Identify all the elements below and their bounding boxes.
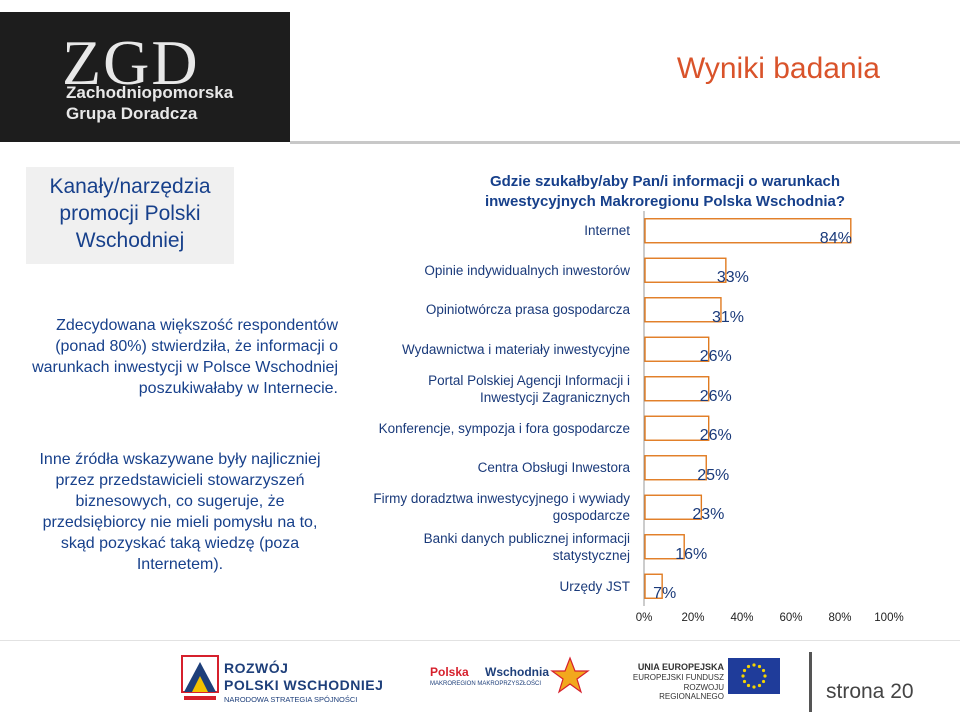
logo-mark: ZGD — [62, 27, 200, 98]
category-label-9: Urzędy JST — [559, 578, 630, 594]
x-tick-label-3: 60% — [779, 612, 803, 624]
logo-text-line1: Zachodniopomorska — [66, 83, 234, 102]
eu-logo-line1: UNIA EUROPEJSKA — [637, 662, 724, 672]
rozwoj-logo-line3: NARODOWA STRATEGIA SPÓJNOŚCI — [224, 695, 358, 704]
value-label-2: 31% — [711, 308, 744, 326]
bar-4 — [644, 376, 710, 402]
logo-text-line2: Grupa Doradcza — [66, 104, 198, 123]
rozwoj-emblem-icon — [181, 655, 219, 700]
polska-wschodnia-sub: MAKROREGION MAKROPRZYSZŁOŚCI — [430, 681, 542, 687]
eu-logo-line3: ROZWOJU REGIONALNEGO — [659, 683, 724, 701]
bar-2 — [644, 297, 722, 323]
rozwoj-logo-line1: ROZWÓJ — [224, 660, 289, 676]
value-label-9: 7% — [653, 585, 677, 603]
polska-wschodnia-star-icon — [550, 656, 590, 694]
category-label-8: Banki danych publicznej informacji staty… — [423, 530, 630, 563]
finding-paragraph-1: Zdecydowana większość respondentów (pona… — [32, 317, 338, 397]
bar-0 — [644, 218, 852, 244]
finding-paragraph-2: Inne źródła wskazywane były najliczniej … — [39, 451, 321, 573]
rozwoj-logo-line2: POLSKI WSCHODNIEJ — [224, 677, 384, 693]
chart-title: Gdzie szukałby/aby Pan/i informacji o wa… — [484, 173, 846, 210]
value-label-7: 23% — [692, 506, 725, 524]
value-label-4: 26% — [699, 387, 732, 405]
value-label-6: 25% — [697, 466, 730, 484]
value-label-3: 26% — [699, 348, 732, 366]
bar-9 — [644, 573, 663, 599]
eu-flag-icon — [728, 658, 780, 694]
page-number: strona 20 — [826, 680, 914, 703]
polska-wschodnia-word1: Polska — [430, 665, 469, 679]
category-label-2: Opiniotwórcza prasa gospodarcza — [425, 302, 630, 318]
category-label-0: Internet — [584, 223, 630, 239]
zgd-logo — [0, 12, 290, 142]
polska-wschodnia-word2: Wschodnia — [485, 665, 550, 679]
title-divider — [290, 141, 960, 144]
category-label-4: Portal Polskiej Agencji Informacji i Inw… — [428, 372, 630, 405]
category-label-3: Wydawnictwa i materiały inwestycyjne — [402, 341, 630, 357]
eu-logo-line2: EUROPEJSKI FUNDUSZ — [632, 673, 724, 682]
x-tick-label-5: 100% — [874, 612, 904, 624]
bar-3 — [644, 336, 710, 362]
footer-divider — [0, 640, 960, 641]
section-heading: Kanały/narzędzia promocji Polski Wschodn… — [49, 175, 211, 252]
bar-1 — [644, 257, 727, 283]
value-label-5: 26% — [699, 427, 732, 445]
x-tick-label-4: 80% — [828, 612, 852, 624]
bar-6 — [644, 455, 707, 481]
x-tick-label-1: 20% — [681, 612, 705, 624]
x-tick-label-0: 0% — [635, 612, 653, 624]
category-label-1: Opinie indywidualnych inwestorów — [424, 262, 630, 278]
page-title: Wyniki badania — [676, 52, 880, 85]
x-tick-label-2: 40% — [730, 612, 754, 624]
value-label-8: 16% — [675, 545, 708, 563]
bar-7 — [644, 494, 703, 520]
value-label-1: 33% — [716, 269, 749, 287]
bar-8 — [644, 534, 685, 560]
bar-5 — [644, 415, 710, 441]
section-heading-box — [26, 167, 234, 264]
page-number-separator — [809, 652, 812, 712]
category-label-5: Konferencje, sympozja i fora gospodarcze — [378, 420, 630, 436]
category-label-6: Centra Obsługi Inwestora — [477, 460, 630, 476]
value-label-0: 84% — [819, 229, 852, 247]
category-label-7: Firmy doradztwa inwestycyjnego i wywiady… — [373, 491, 630, 524]
